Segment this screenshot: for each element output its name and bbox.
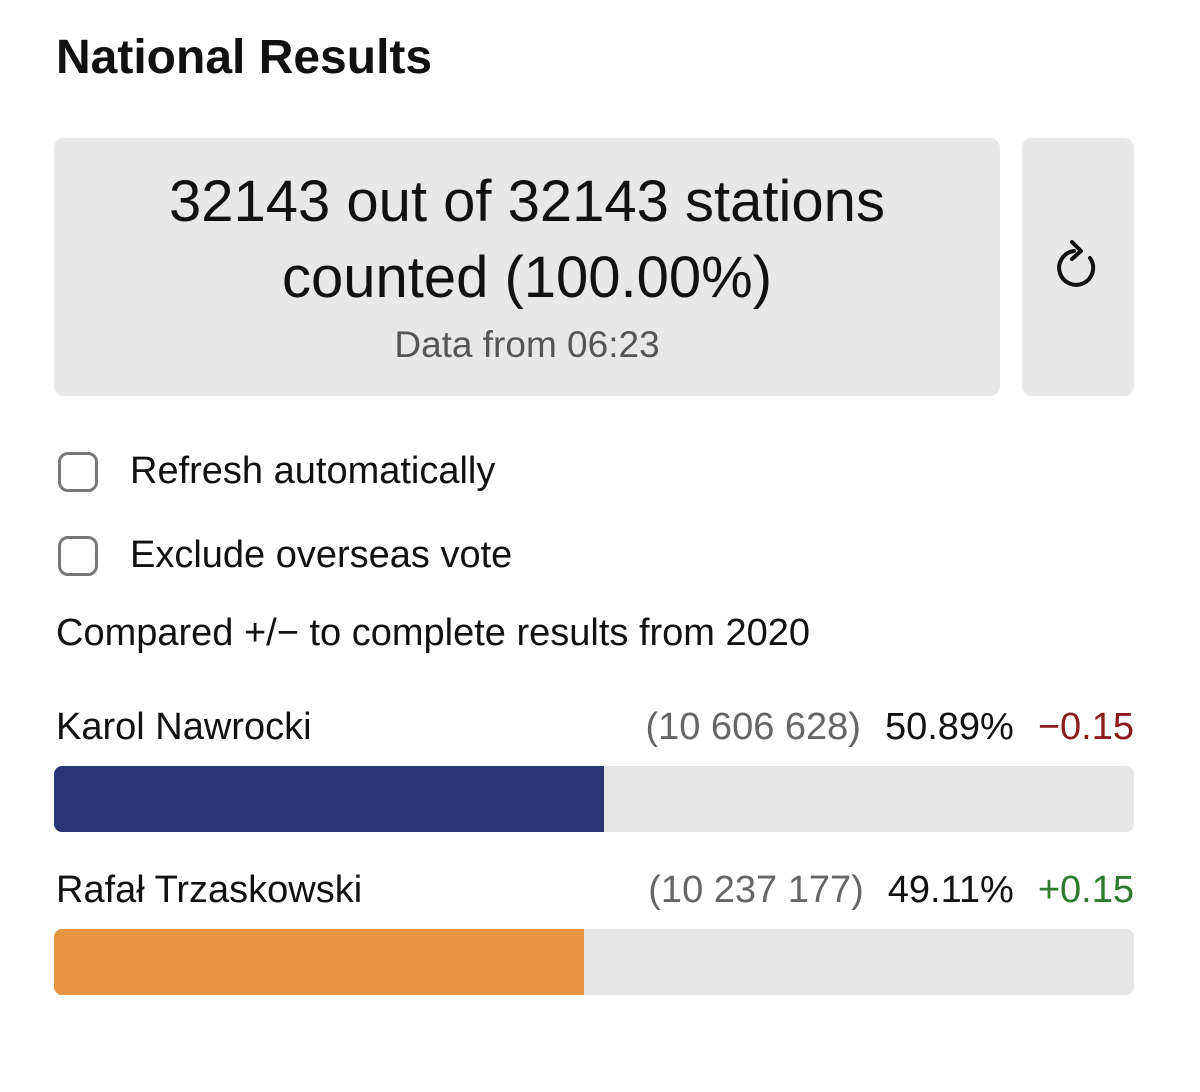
vote-count: (10 237 177)	[648, 869, 864, 911]
title: National Results	[56, 31, 433, 84]
refresh-button[interactable]	[1022, 138, 1134, 396]
bar-track	[54, 766, 1134, 832]
option-label: Refresh automatically	[130, 450, 496, 492]
option[interactable]: Refresh automatically	[58, 450, 495, 493]
candidate-name: Karol Nawrocki	[56, 706, 312, 748]
updated-text: Data from 06:23	[394, 324, 660, 365]
refresh-icon	[1057, 240, 1096, 287]
change: −0.15	[1037, 706, 1134, 748]
percent: 49.11%	[887, 869, 1014, 911]
bar	[54, 766, 604, 832]
option-label: Exclude overseas vote	[130, 534, 513, 576]
vote-count: (10 606 628)	[645, 706, 861, 748]
candidate-row: Karol Nawrocki (10 606 628) 50.89% −0.15	[56, 706, 1134, 749]
status-panel: 32143 out of 32143 stations counted (100…	[54, 138, 1000, 396]
candidate-name: Rafał Trzaskowski	[56, 869, 363, 911]
counted-text: 32143 out of 32143 stations counted (100…	[169, 169, 885, 310]
bar-track	[54, 929, 1134, 995]
candidate-row: Rafał Trzaskowski (10 237 177) 49.11% +0.15	[56, 869, 1134, 912]
bar	[54, 929, 585, 995]
option[interactable]: Exclude overseas vote	[58, 534, 512, 577]
checkbox[interactable]	[58, 451, 98, 492]
change: +0.15	[1037, 869, 1134, 911]
comparison-note: Compared +/− to complete results from 20…	[56, 612, 811, 654]
checkbox[interactable]	[58, 535, 98, 576]
percent: 50.89%	[884, 706, 1014, 748]
